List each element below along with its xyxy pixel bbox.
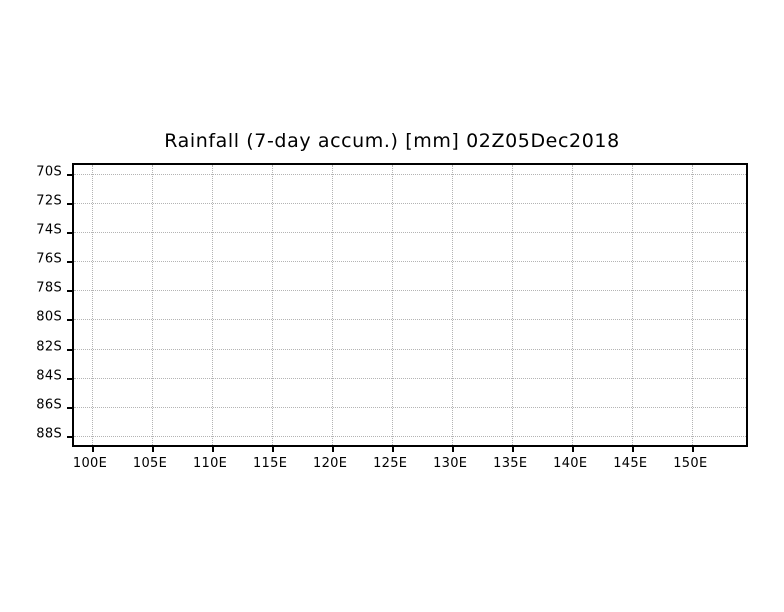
x-axis-tick-label: 115E	[252, 456, 288, 471]
y-axis-tick	[67, 173, 74, 176]
y-axis-tick-label: 74S	[36, 222, 62, 238]
x-axis-tick-label: 150E	[673, 456, 708, 471]
y-axis-tick-label: 84S	[36, 368, 62, 384]
grid-line-vertical	[332, 165, 334, 445]
y-axis-tick	[67, 406, 74, 409]
y-axis-tick-label: 88S	[36, 426, 62, 442]
grid-line-horizontal	[74, 435, 746, 437]
y-axis-tick-label: 86S	[36, 397, 62, 413]
y-axis-tick	[67, 202, 74, 205]
grid-line-horizontal	[74, 261, 746, 263]
grid-line-vertical	[452, 165, 454, 445]
grid-line-vertical	[152, 165, 154, 445]
y-axis-tick-label: 70S	[36, 164, 62, 180]
x-axis-tick-label: 135E	[493, 456, 528, 471]
grid-line-vertical	[392, 165, 394, 445]
x-axis-tick	[452, 445, 455, 452]
x-axis-tick	[512, 445, 515, 452]
y-axis-tick-label: 80S	[36, 309, 62, 325]
y-axis-tick-label: 76S	[36, 251, 62, 267]
grid-line-horizontal	[74, 406, 746, 408]
y-axis-tick	[67, 290, 74, 293]
y-axis-tick	[67, 377, 74, 380]
y-axis-tick	[67, 348, 74, 351]
x-axis-tick-label: 105E	[132, 456, 168, 471]
x-axis-tick-label: 100E	[72, 456, 108, 471]
y-axis-tick	[67, 261, 74, 264]
grid-line-vertical	[212, 165, 214, 445]
x-axis-tick	[632, 445, 635, 452]
y-axis-tick	[67, 231, 74, 234]
grid-line-horizontal	[74, 202, 746, 204]
y-axis-tick-label: 78S	[36, 280, 62, 296]
chart-title: Rainfall (7-day accum.) [mm] 02Z05Dec201…	[164, 130, 620, 152]
x-axis-tick	[272, 445, 275, 452]
x-axis-tick-label: 125E	[373, 456, 408, 471]
grid-line-vertical	[272, 165, 274, 445]
y-axis-tick-label: 72S	[36, 193, 62, 209]
x-axis-tick-label: 140E	[553, 456, 588, 471]
grid-line-horizontal	[74, 290, 746, 292]
axis-ticks	[67, 165, 746, 452]
grid-lines	[74, 165, 746, 445]
grid-line-horizontal	[74, 377, 746, 379]
grid-line-vertical	[512, 165, 514, 445]
x-axis-tick-label: 110E	[192, 456, 228, 471]
x-axis-tick	[152, 445, 155, 452]
grid-line-horizontal	[74, 348, 746, 350]
x-axis-tick	[212, 445, 215, 452]
x-axis-tick-label: 120E	[313, 456, 348, 471]
x-axis-tick-label: 130E	[433, 456, 468, 471]
x-axis-tick-label: 145E	[613, 456, 648, 471]
grid-line-vertical	[692, 165, 694, 445]
grid-line-vertical	[92, 165, 93, 445]
x-axis-tick	[692, 445, 695, 452]
y-axis-tick	[67, 435, 74, 438]
x-axis-tick	[332, 445, 335, 452]
grid-line-vertical	[572, 165, 574, 445]
plot-area[interactable]	[67, 163, 748, 452]
grid-line-horizontal	[74, 173, 746, 175]
x-axis-tick	[392, 445, 395, 452]
grid-line-vertical	[632, 165, 634, 445]
x-axis-tick	[572, 445, 575, 452]
x-axis-tick	[92, 445, 94, 452]
y-axis-tick-label: 82S	[36, 339, 62, 354]
grid-line-horizontal	[74, 319, 746, 321]
y-axis-tick	[67, 319, 74, 322]
grid-line-horizontal	[74, 231, 746, 233]
